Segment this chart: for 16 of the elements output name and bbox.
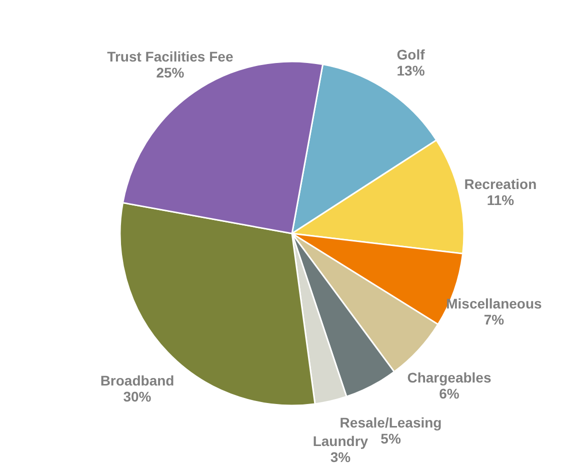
data-label: 3% (330, 448, 352, 465)
slice-label: Recreation (464, 176, 537, 192)
slice-label: Miscellaneous (446, 295, 542, 312)
slice-label: Resale/Leasing (340, 414, 442, 430)
data-label: 7% (484, 311, 505, 328)
slice-label: Laundry (312, 432, 368, 449)
slice-label: Golf (396, 46, 426, 62)
data-label: 30% (123, 388, 152, 404)
data-label: 13% (396, 62, 426, 78)
data-label: 6% (439, 386, 460, 402)
slice-label: Chargeables (407, 370, 492, 386)
slice-label: Trust Facilities Fee (107, 48, 234, 65)
data-label: 11% (486, 192, 515, 208)
data-label: 5% (380, 430, 402, 446)
data-label: 25% (156, 64, 185, 81)
slice-label: Broadband (100, 372, 174, 388)
